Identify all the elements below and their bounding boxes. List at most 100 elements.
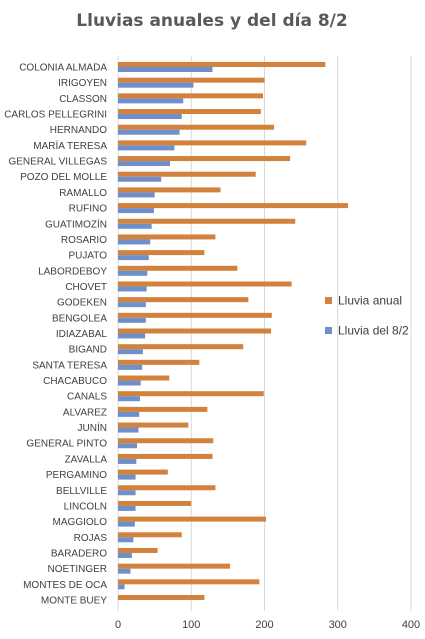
bar-dia-lincoln [118, 505, 136, 511]
category-label-canals: CANALS [67, 392, 107, 403]
bar-dia-carlos-pellegrini [118, 114, 182, 120]
bar-anual-pozo-del-molle [118, 171, 256, 177]
bar-dia-labordeboy [118, 270, 148, 276]
category-label-pujato: PUJATO [68, 251, 107, 262]
bar-anual-chacabuco [118, 375, 170, 381]
bar-dia-rufino [118, 208, 154, 214]
bar-dia-general-pinto [118, 443, 138, 449]
bar-group [118, 62, 348, 600]
bar-dia-idiazabal [118, 333, 146, 339]
bar-anual-santa-teresa [118, 359, 200, 365]
bar-anual-godeken [118, 297, 249, 303]
category-label-montes-de-oca: MONTES DE OCA [23, 580, 107, 591]
legend-swatch-anual [325, 297, 332, 304]
bar-dia-chacabuco [118, 380, 141, 386]
category-label-classon: CLASSON [59, 94, 107, 105]
category-label-chovet: CHOVET [65, 282, 107, 293]
bar-anual-rosario [118, 234, 216, 240]
x-tick-300: 300 [329, 619, 347, 631]
bar-dia-canals [118, 396, 140, 402]
category-label-rosario: ROSARIO [61, 235, 107, 246]
bar-dia-noetinger [118, 568, 131, 574]
legend-label-anual: Lluvia anual [338, 294, 402, 308]
bar-anual-chovet [118, 281, 292, 287]
category-label-alvarez: ALVAREZ [63, 407, 107, 418]
bar-anual-alvarez [118, 406, 208, 412]
x-tick-400: 400 [402, 619, 420, 631]
bar-anual-maria-teresa [118, 140, 307, 146]
bar-dia-colonia-almada [118, 67, 213, 72]
category-label-pergamino: PERGAMINO [46, 470, 107, 481]
bar-dia-baradero [118, 552, 132, 558]
bar-dia-bigand [118, 349, 143, 355]
category-label-rojas: ROJAS [74, 533, 108, 544]
category-label-idiazabal: IDIAZABAL [56, 329, 108, 340]
bar-anual-ramallo [118, 187, 221, 193]
bar-anual-hernando [118, 124, 275, 130]
bar-anual-noetinger [118, 563, 231, 569]
bar-dia-hernando [118, 129, 180, 135]
bar-anual-baradero [118, 547, 158, 553]
bar-anual-idiazabal [118, 328, 272, 334]
category-label-noetinger: NOETINGER [48, 564, 107, 575]
bar-dia-bengolea [118, 317, 146, 323]
bar-anual-general-pinto [118, 438, 214, 444]
bar-anual-carlos-pellegrini [118, 109, 261, 115]
bar-anual-lincoln [118, 500, 192, 506]
x-tick-0: 0 [115, 619, 121, 631]
bar-anual-junin [118, 422, 189, 428]
category-label-labordeboy: LABORDEBOY [38, 266, 107, 277]
bar-dia-junin [118, 427, 139, 433]
category-label-monte-buey: MONTE BUEY [41, 596, 107, 607]
bar-dia-maggiolo [118, 521, 135, 527]
category-labels: COLONIA ALMADA IRIGOYEN CLASSON CARLOS PELL… [4, 63, 107, 607]
bar-anual-general-villegas [118, 156, 291, 162]
bar-anual-colonia-almada [118, 62, 326, 67]
bar-dia-pozo-del-molle [118, 176, 162, 182]
bar-anual-classon [118, 93, 264, 99]
category-label-hernando: HERNANDO [50, 125, 107, 136]
category-label-baradero: BARADERO [51, 548, 107, 559]
bar-dia-guatimozin [118, 223, 152, 229]
legend-label-dia: Lluvia del 8/2 [338, 324, 409, 338]
bar-anual-rojas [118, 532, 182, 538]
legend-swatch-dia [325, 327, 332, 334]
bar-anual-pergamino [118, 469, 168, 475]
bar-dia-godeken [118, 302, 146, 308]
category-label-junin: JUNÍN [78, 421, 107, 434]
category-label-chacabuco: CHACABUCO [43, 376, 107, 387]
bar-anual-montes-de-oca [118, 579, 260, 585]
bar-anual-monte-buey [118, 595, 205, 600]
bar-dia-general-villegas [118, 161, 171, 167]
category-label-ramallo: RAMALLO [59, 188, 107, 199]
bar-dia-pergamino [118, 474, 136, 480]
bar-anual-guatimozin [118, 218, 296, 224]
bar-anual-irigoyen [118, 77, 265, 83]
category-label-santa-teresa: SANTA TERESA [32, 360, 107, 371]
x-tick-200: 200 [255, 619, 273, 631]
bar-anual-bellville [118, 485, 216, 491]
bar-dia-montes-de-oca [118, 584, 125, 590]
bar-dia-rosario [118, 239, 151, 245]
bar-anual-bigand [118, 344, 244, 350]
category-label-rufino: RUFINO [69, 204, 108, 215]
bar-dia-irigoyen [118, 82, 194, 88]
bar-dia-maria-teresa [118, 145, 175, 151]
category-label-irigoyen: IRIGOYEN [58, 78, 107, 89]
bar-dia-zavalla [118, 458, 137, 464]
chart-title: Lluvias anuales y del día 8/2 [76, 11, 347, 31]
category-label-maggiolo: MAGGIOLO [53, 517, 108, 528]
category-label-zavalla: ZAVALLA [65, 454, 108, 465]
bar-dia-chovet [118, 286, 147, 292]
category-label-guatimozin: GUATIMOZÍN [45, 217, 107, 230]
category-label-general-pinto: GENERAL PINTO [26, 439, 107, 450]
category-label-pozo-del-molle: POZO DEL MOLLE [20, 172, 107, 183]
category-label-godeken: GODEKEN [57, 298, 107, 309]
bar-dia-ramallo [118, 192, 155, 198]
x-tick-100: 100 [182, 619, 200, 631]
bar-anual-maggiolo [118, 516, 266, 522]
bar-anual-labordeboy [118, 265, 238, 271]
bar-dia-alvarez [118, 411, 140, 417]
category-label-carlos-pellegrini: CARLOS PELLEGRINI [4, 110, 107, 121]
